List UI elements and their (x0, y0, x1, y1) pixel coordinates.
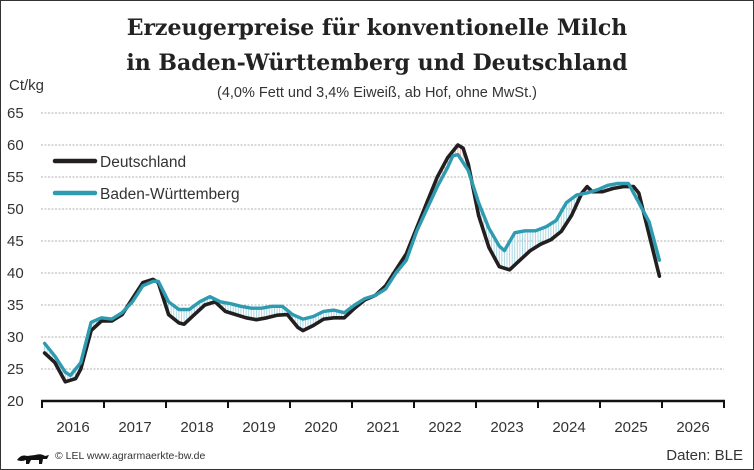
y-tick-label: 20 (7, 393, 24, 410)
copyright-credit: © LEL www.agrarmaerkte-bw.de (55, 450, 206, 462)
y-tick-label: 60 (7, 137, 24, 154)
series-line-baden-wuerttemberg (42, 152, 662, 378)
x-tick-label: 2022 (428, 419, 461, 436)
y-tick-label: 35 (7, 297, 24, 314)
data-source: Daten: BLE (666, 447, 743, 464)
x-tick-label: 2023 (490, 419, 523, 436)
x-tick-label: 2020 (304, 419, 337, 436)
chart-title-line2: in Baden-Württemberg und Deutschland (126, 50, 628, 76)
x-tick-label: 2026 (676, 419, 709, 436)
y-tick-label: 55 (7, 169, 24, 186)
series-line-deutschland (42, 143, 662, 384)
y-tick-label: 30 (7, 329, 24, 346)
y-tick-label: 65 (7, 105, 24, 122)
legend-label: Deutschland (100, 154, 186, 171)
bw-lion-logo (17, 454, 49, 464)
legend-label: Baden-Württemberg (100, 186, 240, 203)
x-tick-label: 2025 (614, 419, 647, 436)
x-tick-label: 2024 (552, 419, 585, 436)
x-tick-label: 2021 (366, 419, 399, 436)
x-tick-label: 2017 (118, 419, 151, 436)
y-tick-label: 40 (7, 265, 24, 282)
y-tick-label: 25 (7, 361, 24, 378)
y-tick-label: 50 (7, 201, 24, 218)
x-tick-label: 2016 (56, 419, 89, 436)
x-tick-label: 2019 (242, 419, 275, 436)
chart-subtitle: (4,0% Fett und 3,4% Eiweiß, ab Hof, ohne… (217, 85, 537, 101)
y-tick-label: 45 (7, 233, 24, 250)
y-axis-label: Ct/kg (9, 77, 45, 94)
chart-title-line1: Erzeugerpreise für konventionelle Milch (126, 15, 628, 41)
x-tick-label: 2018 (180, 419, 213, 436)
